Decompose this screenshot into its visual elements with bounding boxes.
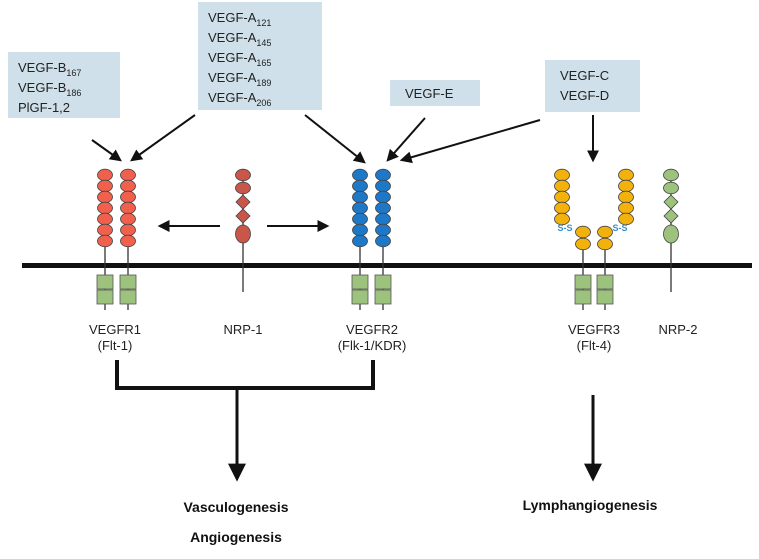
ig-domain — [235, 224, 251, 244]
ig-domain — [554, 201, 570, 215]
ig-domain — [97, 234, 113, 248]
ig-domain — [554, 179, 570, 193]
ig-domain — [235, 168, 251, 182]
ig-domain — [120, 223, 136, 237]
ig-domain — [618, 168, 634, 182]
cub-domain — [235, 208, 251, 224]
ig-domain — [554, 168, 570, 182]
ig-domain — [352, 212, 368, 226]
receptors: S-S S-S — [96, 168, 679, 310]
ig-domain — [375, 179, 391, 193]
nrp2-label: NRP-2 — [658, 322, 697, 337]
cub-domain — [663, 194, 679, 210]
ig-domain — [120, 179, 136, 193]
svg-text:VEGF-C: VEGF-C — [560, 68, 609, 83]
vegfr1-label: VEGFR1 — [89, 322, 141, 337]
ig-domain — [120, 212, 136, 226]
ig-domain — [554, 190, 570, 204]
ig-domain — [352, 168, 368, 182]
ig-domain — [663, 224, 679, 244]
ig-domain — [618, 190, 634, 204]
ig-domain — [352, 179, 368, 193]
ig-domain — [352, 190, 368, 204]
ligand-label: VEGF-A165 — [208, 50, 271, 68]
outcome-vasculogenesis: Vasculogenesis — [183, 499, 288, 515]
ig-domain — [597, 225, 613, 239]
kinase-domain — [119, 289, 137, 305]
ig-domain — [120, 234, 136, 248]
kinase-domain — [351, 274, 369, 290]
kinase-domain — [96, 289, 114, 305]
ig-domain — [352, 201, 368, 215]
ig-domain — [618, 201, 634, 215]
ig-domain — [97, 168, 113, 182]
ligand-box-vegf-e: VEGF-E — [390, 80, 480, 106]
disulfide-bond-label: S-S — [557, 223, 572, 233]
ig-domain — [375, 190, 391, 204]
kinase-domain — [596, 289, 614, 305]
ligand-label: VEGF-A206 — [208, 90, 271, 108]
ig-domain — [352, 234, 368, 248]
ig-domain — [97, 212, 113, 226]
disulfide-bond-label: S-S — [612, 223, 627, 233]
ig-domain — [235, 181, 251, 195]
ligand-box-vegf-b: VEGF-B167 VEGF-B186 PlGF-1,2 — [8, 52, 120, 118]
ig-domain — [375, 234, 391, 248]
ligand-box-vegf-a: VEGF-A121 VEGF-A145 VEGF-A165 VEGF-A189 … — [198, 2, 322, 110]
svg-text:VEGF-D: VEGF-D — [560, 88, 609, 103]
ig-domain — [597, 237, 613, 251]
bracket — [115, 360, 375, 390]
ig-domain — [97, 223, 113, 237]
ig-domain — [97, 179, 113, 193]
outcome-angiogenesis: Angiogenesis — [190, 529, 282, 545]
ig-domain — [663, 168, 679, 182]
ig-domain — [575, 225, 591, 239]
kinase-domain — [596, 274, 614, 290]
ig-domain — [375, 201, 391, 215]
ligand-label: VEGF-A121 — [208, 10, 271, 28]
ig-domain — [618, 212, 634, 226]
cell-membrane — [22, 263, 752, 268]
ig-domain — [663, 181, 679, 195]
vegfr3-alias: (Flt-4) — [577, 338, 612, 353]
kinase-domain — [119, 274, 137, 290]
ig-domain — [375, 168, 391, 182]
svg-text:VEGF-E: VEGF-E — [405, 86, 454, 101]
ig-domain — [120, 190, 136, 204]
kinase-domain — [351, 289, 369, 305]
outcome-lymphangiogenesis: Lymphangiogenesis — [523, 497, 658, 513]
kinase-domain — [574, 289, 592, 305]
kinase-domain — [96, 274, 114, 290]
ligand-label: VEGF-A145 — [208, 30, 271, 48]
ig-domain — [554, 212, 570, 226]
binding-arrows — [91, 114, 599, 232]
ig-domain — [120, 168, 136, 182]
vegfr2-alias: (Flk-1/KDR) — [338, 338, 407, 353]
ligand-label: VEGF-A189 — [208, 70, 271, 88]
ig-domain — [375, 223, 391, 237]
ig-domain — [618, 179, 634, 193]
ligand-label: VEGF-B167 — [18, 60, 81, 78]
ig-domain — [97, 201, 113, 215]
vegfr1-alias: (Flt-1) — [98, 338, 133, 353]
ig-domain — [575, 237, 591, 251]
vegfr2-label: VEGFR2 — [346, 322, 398, 337]
ig-domain — [120, 201, 136, 215]
vegfr3-label: VEGFR3 — [568, 322, 620, 337]
ligand-box-vegf-c-d: VEGF-C VEGF-D — [545, 60, 640, 112]
ig-domain — [352, 223, 368, 237]
nrp1-label: NRP-1 — [223, 322, 262, 337]
ig-domain — [97, 190, 113, 204]
kinase-domain — [374, 274, 392, 290]
cub-domain — [235, 194, 251, 210]
kinase-domain — [574, 274, 592, 290]
ligand-label: VEGF-B186 — [18, 80, 81, 98]
cub-domain — [663, 208, 679, 224]
ig-domain — [375, 212, 391, 226]
ligand-label: PlGF-1,2 — [18, 100, 70, 115]
kinase-domain — [374, 289, 392, 305]
